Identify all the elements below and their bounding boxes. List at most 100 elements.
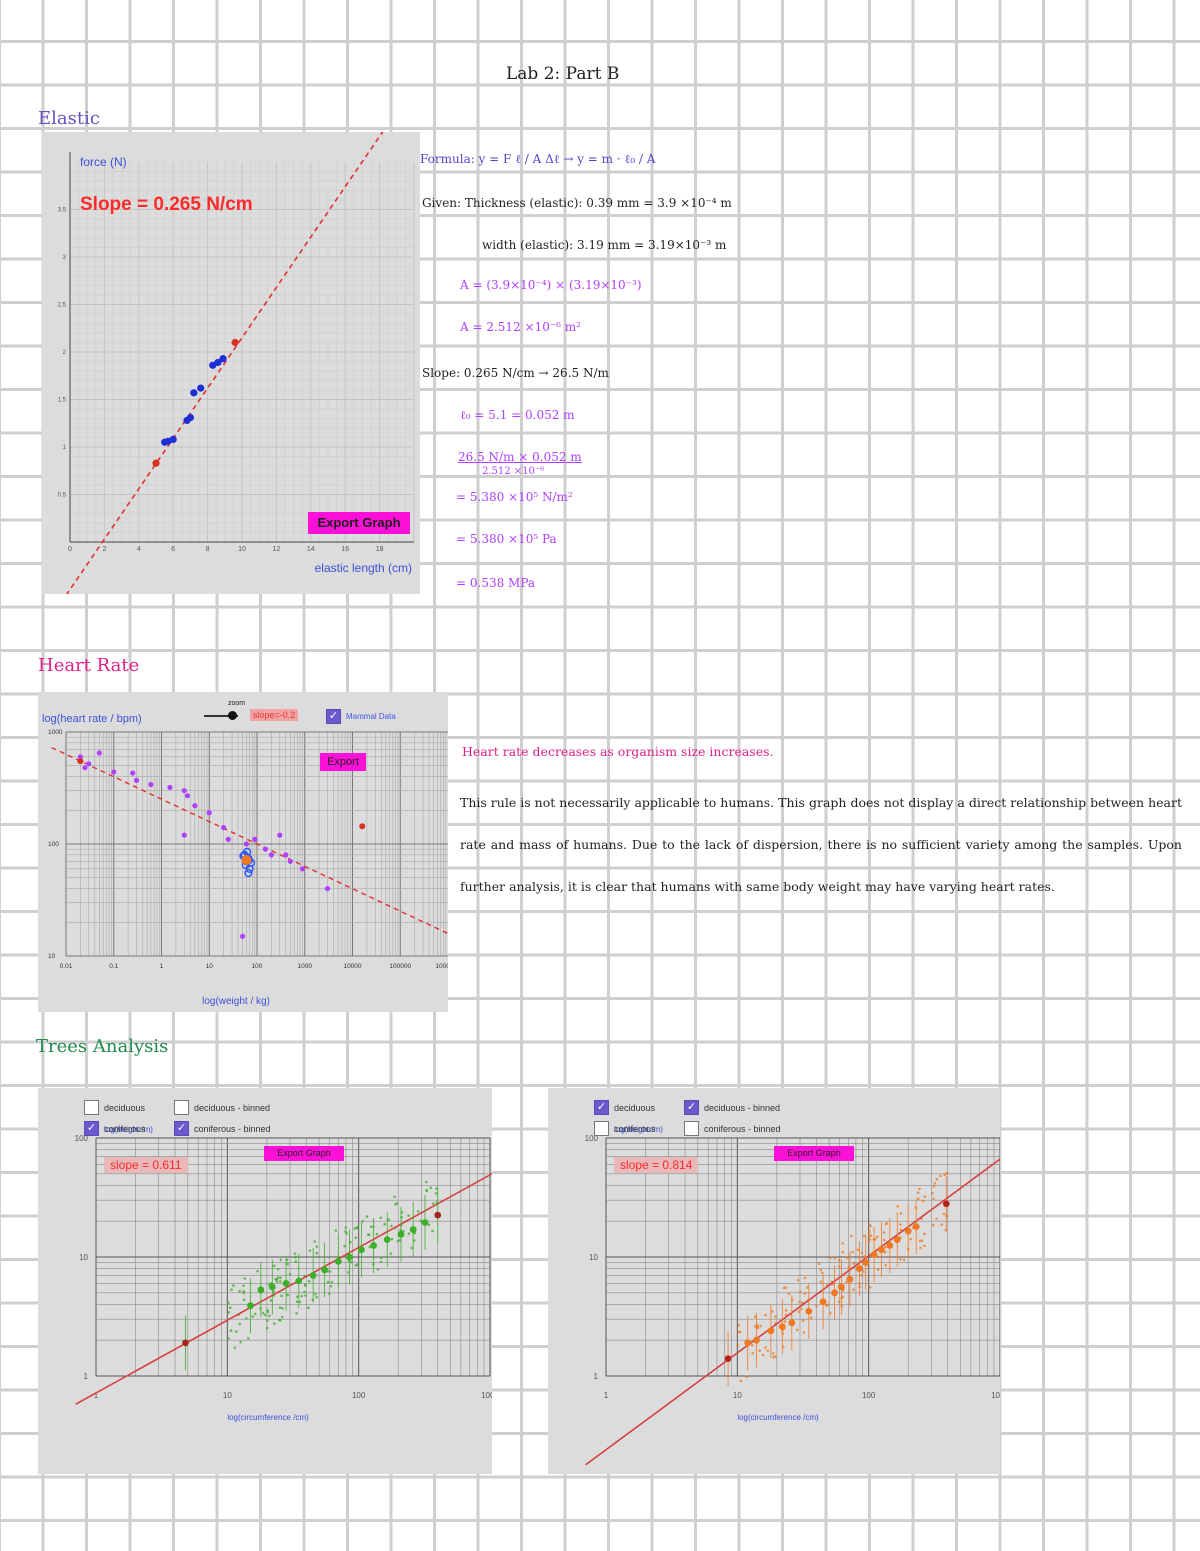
raw-point [278,1319,282,1322]
raw-point [916,1197,920,1201]
x-tick-label: 1 [94,1391,99,1400]
raw-point [873,1238,877,1241]
raw-point [413,1239,416,1242]
raw-point [393,1195,396,1199]
raw-point [803,1291,807,1295]
y-axis-label: log(heart rate / bpm) [42,713,142,725]
mammal-point [299,866,306,872]
note-area-val: A = 2.512 ×10⁻⁶ m² [460,320,581,334]
mammal-point [77,754,83,760]
raw-point [856,1248,860,1252]
checkbox-deciduous[interactable]: ✓ deciduous [594,1100,655,1115]
raw-point [923,1195,927,1198]
mammal-point [287,858,293,864]
raw-point [238,1289,241,1293]
raw-point [243,1277,247,1280]
raw-point [361,1219,365,1223]
data-point [197,384,205,392]
raw-point [899,1258,902,1261]
raw-point [819,1268,823,1272]
raw-point [261,1311,265,1315]
checkbox-deciduous-binned[interactable]: ✓ deciduous - binned [684,1100,780,1115]
x-tick-label: 6 [171,546,175,553]
mammal-point [206,810,212,816]
raw-point [279,1258,283,1262]
raw-point [828,1311,832,1315]
raw-point [268,1314,271,1318]
binned-point [397,1230,405,1238]
note-calc-denominator: 2.512 ×10⁻⁶ [482,466,545,477]
binned-point [383,1236,391,1244]
raw-point [273,1264,276,1268]
endpoint-marker [77,758,84,765]
x-tick-label: 100 [252,963,263,970]
y-tick-label: 1 [84,1372,89,1381]
export-graph-button[interactable]: Export Graph [774,1146,854,1161]
zoom-slider-track[interactable] [204,715,238,717]
x-tick-label: 100 [862,1391,876,1400]
mammal-point [133,777,140,783]
raw-point [427,1223,431,1227]
raw-point [390,1237,394,1241]
fit-line [51,746,448,935]
raw-point [280,1315,284,1319]
checkbox-label: deciduous - binned [194,1102,271,1113]
mammal-data-checkbox[interactable]: ✓ Mammal Data [326,709,396,724]
raw-point [750,1343,754,1347]
raw-point [764,1313,767,1317]
checkmark-icon: ✓ [684,1100,699,1115]
raw-point [774,1315,777,1318]
y-tick-label: 1 [63,445,67,451]
mammal-point [184,793,191,799]
checkbox-coniferous-binned[interactable]: coniferous - binned [684,1121,781,1136]
raw-point [396,1239,400,1243]
export-graph-button[interactable]: Export Graph [264,1146,344,1161]
export-button[interactable]: Export [320,753,366,771]
checkbox-coniferous[interactable]: ✓ coniferous [84,1121,146,1136]
binned-point [358,1246,365,1254]
checkbox-label: deciduous - binned [704,1102,781,1113]
binned-point [862,1259,870,1266]
raw-point [279,1276,282,1280]
raw-point [795,1328,799,1332]
raw-point [343,1244,346,1248]
mammal-point [181,832,187,838]
raw-point [803,1276,807,1280]
mammal-point [243,841,250,847]
human-point [241,854,252,865]
raw-point [307,1306,310,1310]
raw-point [876,1235,879,1239]
raw-point [945,1171,948,1175]
raw-point [797,1310,801,1313]
endpoint-marker [152,459,160,467]
trees-right-chart: 1 10 100 1000 1 10 100 log(height /m) log(circum… [585,1125,1000,1466]
raw-point [375,1232,379,1236]
zoom-slider-handle[interactable] [228,711,237,720]
raw-point [825,1304,828,1307]
checkbox-deciduous-binned[interactable]: deciduous - binned [174,1100,270,1115]
checkmark-icon: ✓ [326,709,341,724]
raw-point [884,1222,888,1226]
endpoint-marker [943,1200,950,1207]
raw-point [745,1375,748,1379]
checkbox-deciduous[interactable]: deciduous [84,1100,145,1115]
fit-line [75,1172,492,1405]
raw-point [350,1260,353,1264]
checkmark-icon: ✓ [174,1121,189,1136]
raw-point [798,1300,801,1304]
checkbox-coniferous[interactable]: coniferous [594,1121,656,1136]
raw-point [736,1343,739,1347]
raw-point [308,1249,312,1252]
heart-chart: 0.01 0.1 1 10 100 1000 10000 100000 1000000 10 100… [42,713,448,1007]
binned-point [321,1266,328,1274]
mammal-point [192,803,198,809]
raw-point [256,1269,259,1273]
y-tick-label: 100 [75,1134,89,1143]
export-graph-button[interactable]: Export Graph [308,512,410,534]
raw-point [932,1223,935,1227]
y-tick-label: 2 [63,350,67,356]
mammal-point [167,784,173,791]
raw-point [288,1272,292,1276]
x-axis-label: log(circumference /cm) [227,1413,309,1422]
checkbox-coniferous-binned[interactable]: ✓ coniferous - binned [174,1121,271,1136]
